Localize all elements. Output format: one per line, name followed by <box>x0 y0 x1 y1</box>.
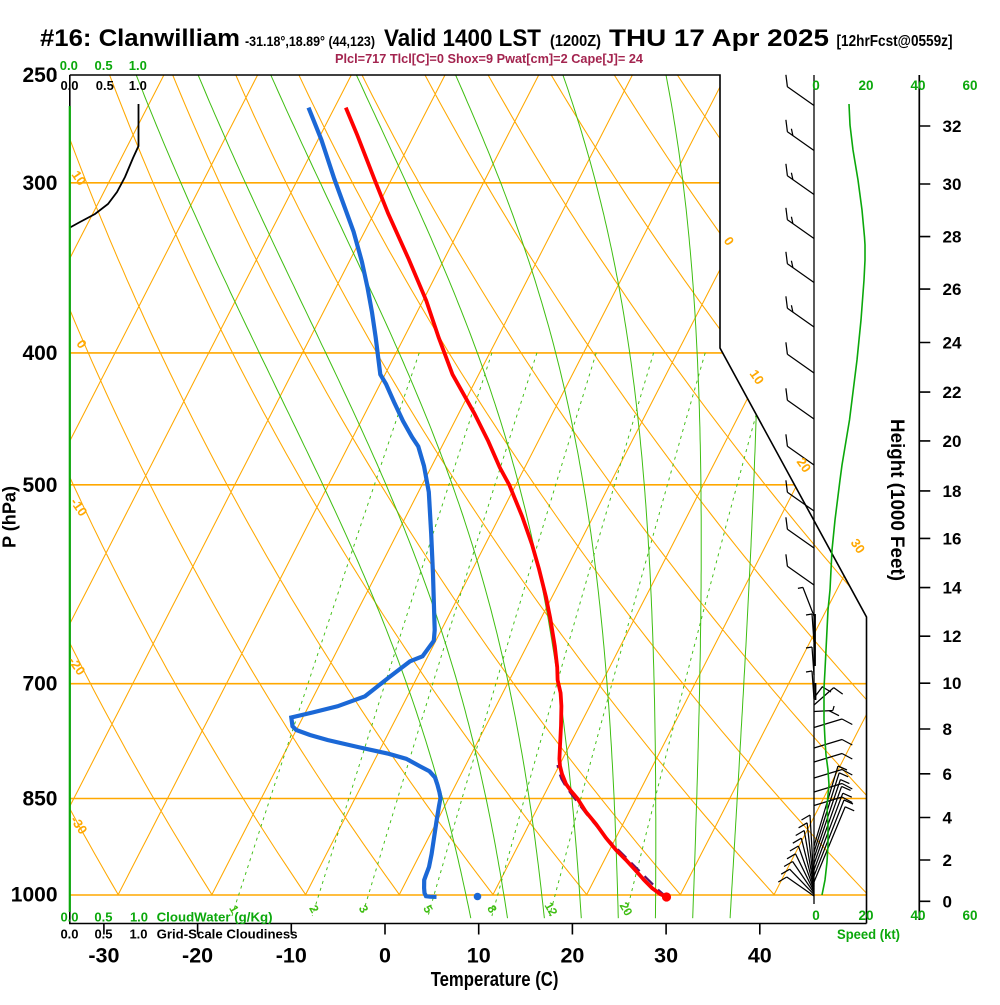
svg-text:10: 10 <box>467 944 491 968</box>
svg-text:20: 20 <box>617 900 636 919</box>
svg-text:Speed (kt): Speed (kt) <box>837 927 900 942</box>
svg-text:Valid 1400 LST: Valid 1400 LST <box>384 25 541 52</box>
svg-text:1.0: 1.0 <box>129 58 147 73</box>
svg-text:2: 2 <box>943 851 952 870</box>
svg-text:(1200Z): (1200Z) <box>550 33 601 50</box>
svg-text:24: 24 <box>943 334 962 353</box>
svg-text:10: 10 <box>69 168 90 188</box>
svg-text:CloudWater (g/Kg): CloudWater (g/Kg) <box>157 910 273 925</box>
svg-text:0.5: 0.5 <box>96 78 114 93</box>
svg-text:22: 22 <box>943 383 962 402</box>
svg-text:60: 60 <box>962 78 977 93</box>
svg-text:Plcl=717 Tlcl[C]=0 Shox=9 Pwat: Plcl=717 Tlcl[C]=0 Shox=9 Pwat[cm]=2 Cap… <box>335 51 644 66</box>
svg-text:20: 20 <box>560 944 584 968</box>
svg-text:30: 30 <box>943 175 962 194</box>
svg-text:16: 16 <box>943 529 962 548</box>
svg-text:26: 26 <box>943 280 962 299</box>
svg-text:THU 17 Apr 2025: THU 17 Apr 2025 <box>609 25 829 52</box>
svg-text:P (hPa): P (hPa) <box>0 486 20 548</box>
svg-text:500: 500 <box>22 474 57 497</box>
svg-text:8: 8 <box>943 720 952 739</box>
svg-text:0: 0 <box>812 908 820 923</box>
svg-text:20: 20 <box>858 78 873 93</box>
svg-text:1.0: 1.0 <box>130 910 148 925</box>
svg-text:850: 850 <box>22 787 57 810</box>
svg-text:Grid-Scale Cloudiness: Grid-Scale Cloudiness <box>157 927 298 942</box>
svg-text:0.0: 0.0 <box>60 58 78 73</box>
svg-text:Temperature (C): Temperature (C) <box>431 969 559 991</box>
svg-text:0: 0 <box>943 892 952 911</box>
svg-text:20: 20 <box>943 432 962 451</box>
svg-text:1.0: 1.0 <box>129 78 147 93</box>
svg-text:400: 400 <box>22 342 57 365</box>
svg-text:4: 4 <box>943 809 953 828</box>
svg-text:20: 20 <box>858 908 873 923</box>
svg-text:1000: 1000 <box>11 884 58 907</box>
svg-text:12: 12 <box>542 900 561 919</box>
svg-text:0.0: 0.0 <box>60 78 78 93</box>
svg-text:0.0: 0.0 <box>60 910 78 925</box>
svg-text:700: 700 <box>22 673 57 696</box>
svg-text:#16: Clanwilliam: #16: Clanwilliam <box>40 25 240 52</box>
svg-text:10: 10 <box>943 674 962 693</box>
svg-text:0: 0 <box>379 944 391 968</box>
svg-text:40: 40 <box>910 78 925 93</box>
svg-text:20: 20 <box>794 455 815 475</box>
svg-text:0: 0 <box>812 78 820 93</box>
svg-text:-31.18°,18.89° (44,123): -31.18°,18.89° (44,123) <box>245 33 375 49</box>
svg-text:300: 300 <box>22 172 57 195</box>
svg-text:12: 12 <box>943 627 962 646</box>
svg-text:40: 40 <box>910 908 925 923</box>
svg-text:32: 32 <box>943 117 962 136</box>
svg-text:18: 18 <box>943 482 962 501</box>
svg-text:30: 30 <box>654 944 678 968</box>
svg-text:10: 10 <box>747 367 768 387</box>
svg-text:40: 40 <box>748 944 772 968</box>
svg-text:250: 250 <box>22 64 57 87</box>
svg-text:0.5: 0.5 <box>94 910 112 925</box>
svg-text:Height (1000 Feet): Height (1000 Feet) <box>886 419 907 581</box>
svg-text:28: 28 <box>943 228 962 247</box>
svg-text:0.5: 0.5 <box>94 927 112 942</box>
svg-text:-30: -30 <box>88 944 119 968</box>
svg-text:[12hrFcst@0559z]: [12hrFcst@0559z] <box>837 33 953 50</box>
svg-text:-10: -10 <box>276 944 307 968</box>
svg-text:0.0: 0.0 <box>60 927 78 942</box>
svg-text:60: 60 <box>962 908 977 923</box>
svg-text:14: 14 <box>943 579 962 598</box>
svg-text:-20: -20 <box>182 944 213 968</box>
svg-text:6: 6 <box>943 765 952 784</box>
svg-text:0.5: 0.5 <box>95 58 113 73</box>
svg-text:30: 30 <box>848 536 869 556</box>
svg-text:1.0: 1.0 <box>129 927 147 942</box>
